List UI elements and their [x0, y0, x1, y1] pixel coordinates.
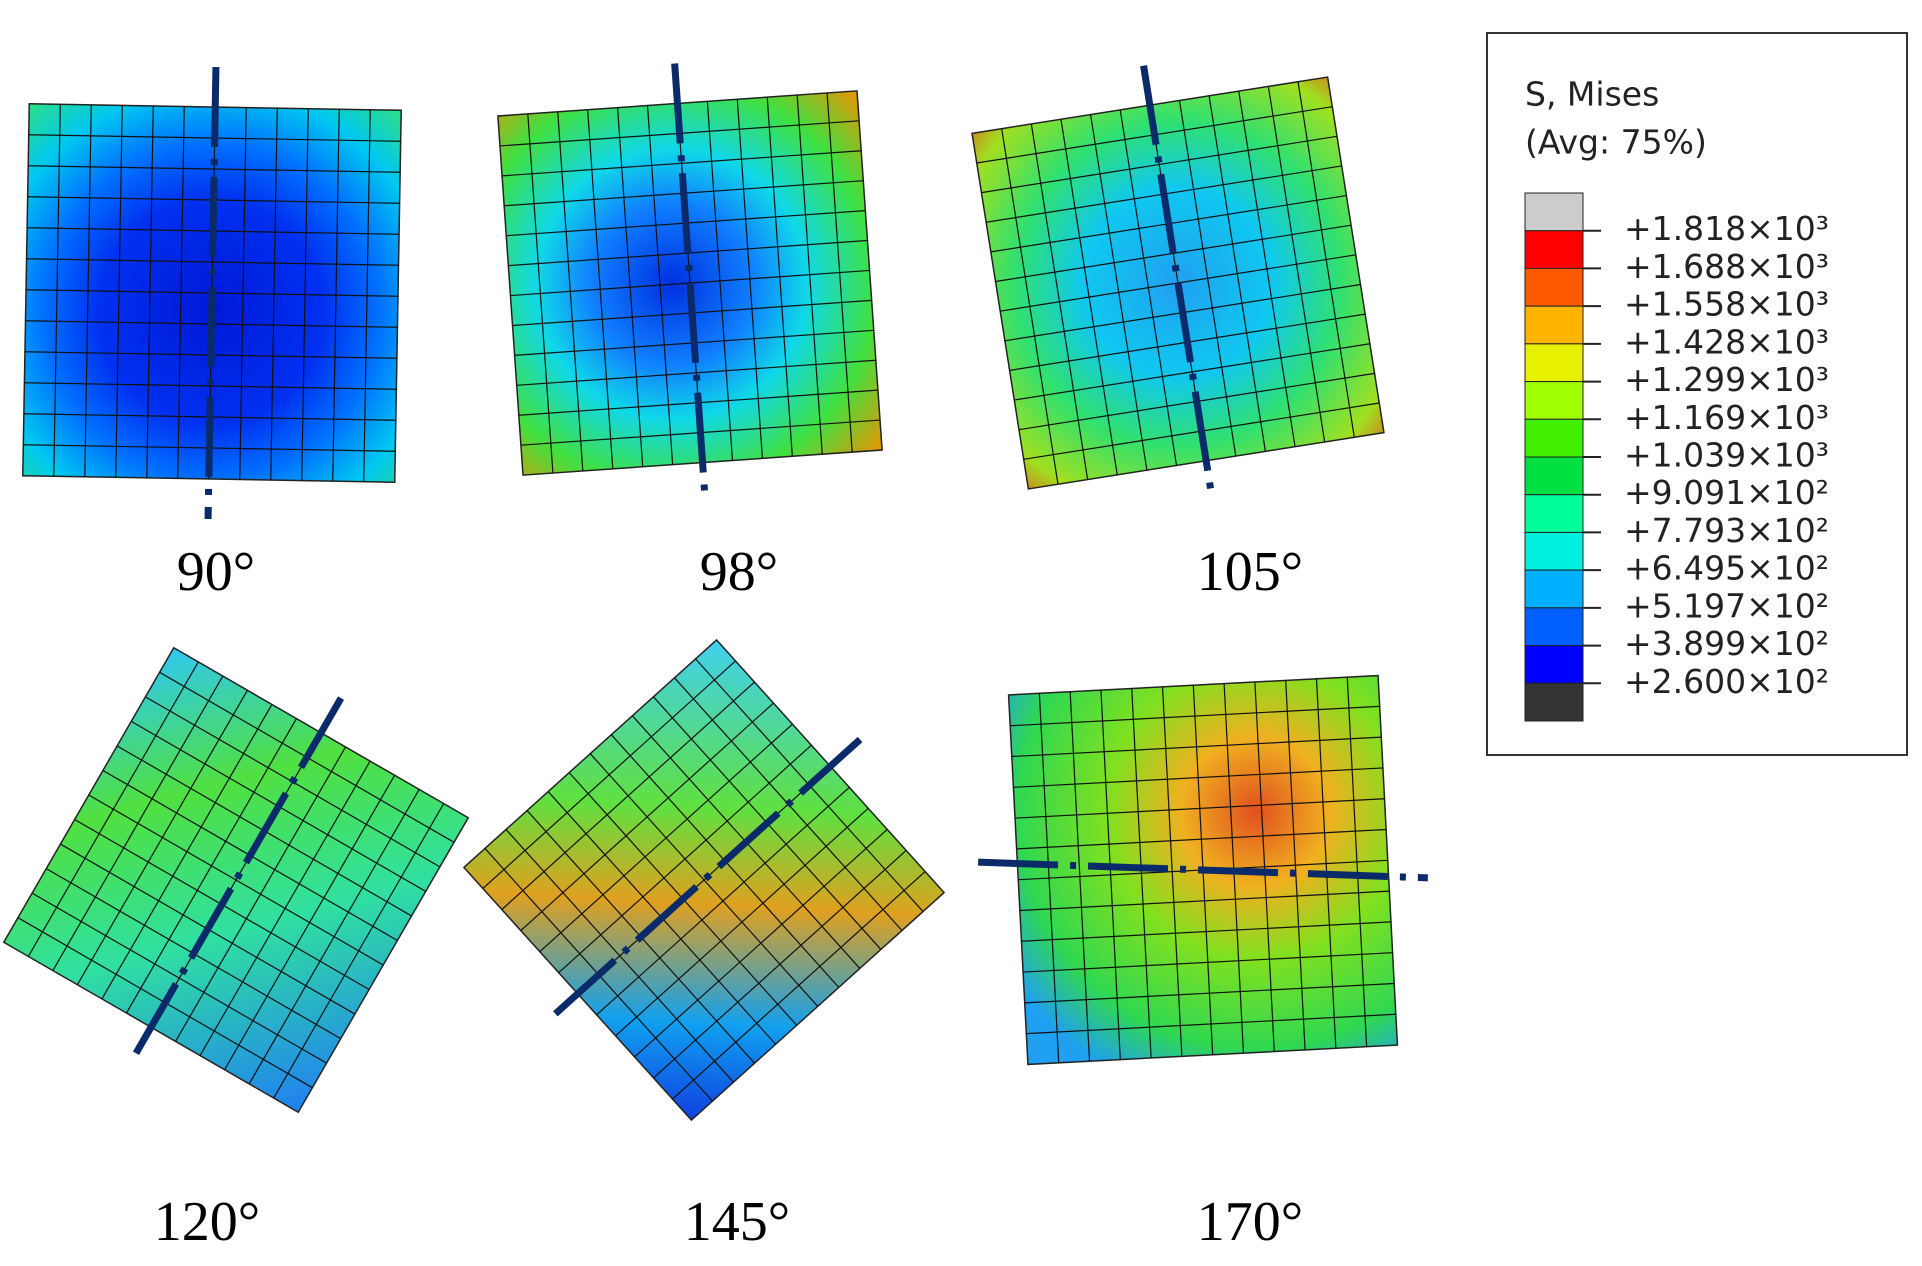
legend-label: +1.299×10³ — [1624, 360, 1829, 399]
stress-plot — [978, 674, 1428, 1066]
color-band — [1524, 456, 1584, 496]
panel-label: 120° — [154, 1191, 260, 1253]
mesh-line — [1346, 677, 1368, 1047]
panel-label: 145° — [684, 1191, 790, 1253]
mesh-line — [1026, 1013, 1396, 1035]
stress-plot — [2, 646, 470, 1114]
color-band — [1524, 682, 1584, 722]
panels: 90° 98° 105° 120° 145° 170° — [2, 63, 1428, 1253]
legend-title: S, Mises — [1525, 75, 1659, 114]
mesh-line — [826, 92, 853, 453]
color-bar: +1.818×10³+1.688×10³+1.558×10³+1.428×10³… — [1524, 192, 1829, 722]
color-band — [1524, 192, 1584, 232]
stress-plot — [971, 65, 1385, 501]
legend-label: +2.600×10² — [1624, 662, 1829, 701]
color-band — [1524, 531, 1584, 571]
symmetry-axis — [127, 696, 345, 1064]
color-band — [1524, 569, 1584, 609]
mesh-line — [505, 829, 734, 1083]
legend-label: +1.169×10³ — [1624, 398, 1829, 437]
panel-label: 90° — [177, 541, 255, 603]
mesh-line — [1024, 982, 1395, 1004]
symmetry-axis — [671, 63, 709, 503]
color-band — [1524, 645, 1584, 684]
symmetry-axis — [545, 736, 863, 1024]
color-band — [1524, 607, 1584, 647]
legend-label: +1.039×10³ — [1624, 436, 1829, 475]
legend-subtitle: (Avg: 75%) — [1525, 123, 1707, 162]
legend-label: +1.818×10³ — [1624, 209, 1829, 248]
panel-label: 98° — [700, 541, 778, 603]
legend-label: +1.558×10³ — [1624, 285, 1829, 324]
color-band — [1524, 343, 1584, 383]
legend-label: +7.793×10² — [1624, 511, 1829, 550]
symmetry-axis — [978, 858, 1428, 882]
symmetry-axis — [204, 66, 220, 520]
color-band — [1524, 494, 1584, 533]
stress-plot — [22, 66, 402, 520]
legend-label: +6.495×10² — [1624, 549, 1829, 588]
legend-label: +1.428×10³ — [1624, 322, 1829, 361]
panel-label: 105° — [1197, 541, 1303, 603]
symmetry-axis — [1140, 65, 1216, 501]
mesh-line — [273, 803, 445, 1099]
legend-label: +9.091×10² — [1624, 473, 1829, 512]
color-band — [1524, 230, 1584, 269]
color-band — [1524, 381, 1584, 420]
mesh-line — [363, 109, 371, 482]
stress-plot — [462, 638, 946, 1122]
legend-label: +1.688×10³ — [1624, 247, 1829, 286]
stress-plot — [497, 63, 883, 503]
mesh-line — [1297, 81, 1355, 438]
mesh-line — [672, 871, 926, 1100]
legend-label: +5.197×10² — [1624, 586, 1829, 625]
color-band — [1524, 267, 1584, 307]
panel-label: 170° — [1197, 1191, 1303, 1253]
legend-label: +3.899×10² — [1624, 624, 1829, 663]
color-band — [1524, 305, 1584, 345]
color-band — [1524, 418, 1584, 458]
mesh-line — [31, 892, 327, 1064]
